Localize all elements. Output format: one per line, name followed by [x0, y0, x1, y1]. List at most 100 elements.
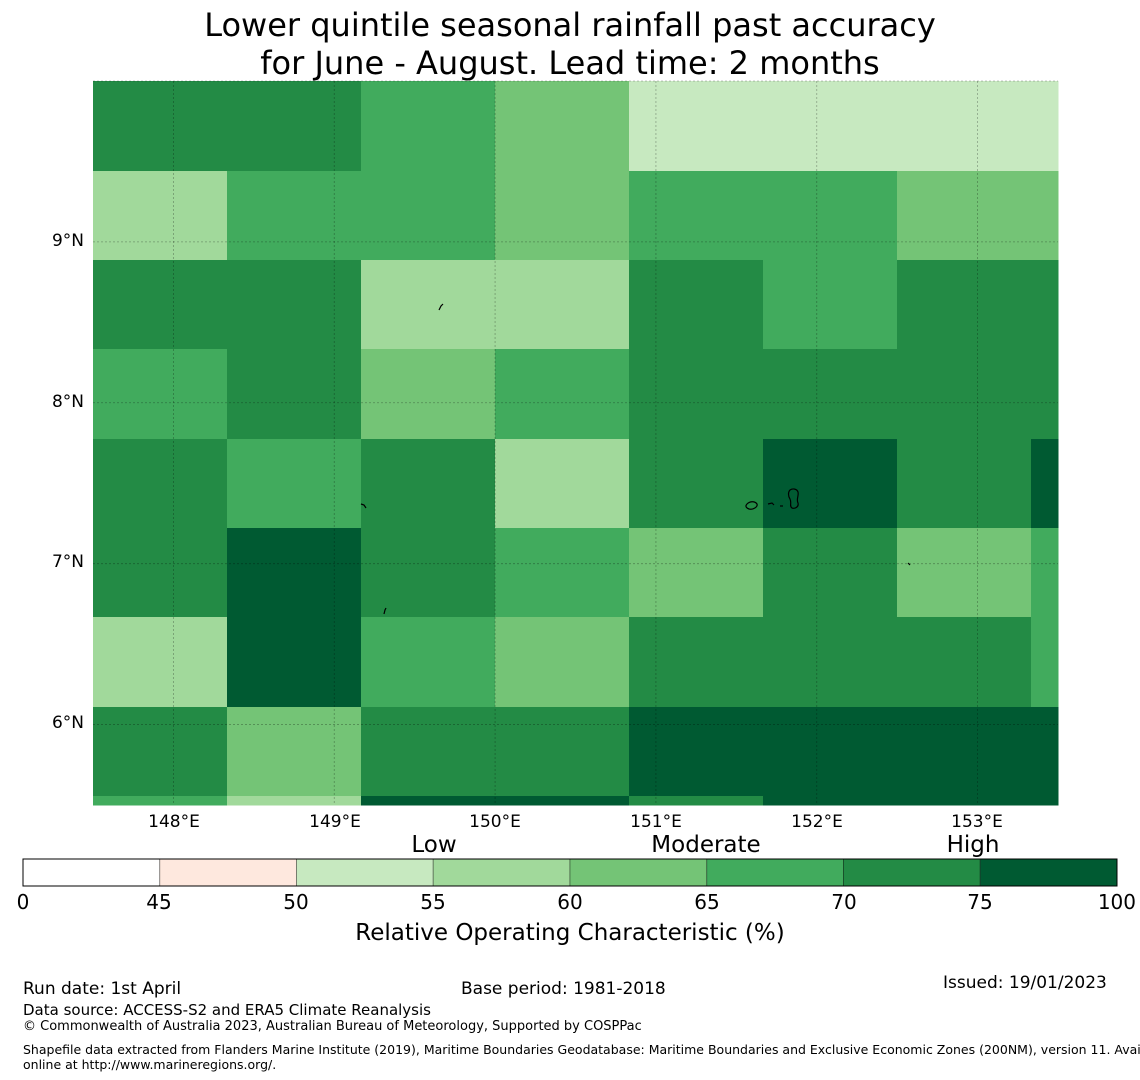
map-cell: [227, 617, 362, 708]
map-cell: [897, 349, 1032, 440]
lon-label: 151°E: [630, 812, 682, 832]
issued-date: Issued: 19/01/2023: [943, 973, 1107, 993]
map-cell: [227, 81, 362, 172]
map-cell: [763, 81, 898, 172]
map-cell: [1031, 81, 1059, 172]
map-cell: [1031, 707, 1059, 797]
shapefile-credit-line-2: online at http://www.marineregions.org/.: [23, 1057, 277, 1072]
title-line-1: Lower quintile seasonal rainfall past ac…: [204, 6, 936, 44]
map-cell: [361, 81, 496, 172]
map-cell: [361, 260, 496, 350]
map-cell: [629, 171, 764, 261]
map-cell: [93, 81, 228, 172]
colorbar-segment: [22, 858, 161, 887]
map-cell: [93, 617, 228, 708]
map-cell: [1031, 171, 1059, 261]
colorbar-tick-label: 55: [420, 890, 446, 914]
map-cell: [897, 707, 1032, 797]
map-cell: [361, 528, 496, 618]
copyright-notice: © Commonwealth of Australia 2023, Austra…: [23, 1019, 642, 1034]
island-outlines: [360, 303, 911, 615]
lat-label: 9°N: [51, 231, 84, 251]
category-high-label: High: [946, 832, 1000, 858]
map-cell: [361, 796, 496, 806]
map-cell: [1031, 260, 1059, 350]
map-cell: [1031, 349, 1059, 440]
map-cell: [227, 439, 362, 529]
map-cell: [93, 260, 228, 350]
map-cell: [227, 707, 362, 797]
lon-label: 150°E: [469, 812, 521, 832]
map-cell: [629, 81, 764, 172]
map-cell: [763, 260, 898, 350]
lat-label: 8°N: [51, 392, 84, 412]
island-outline: [745, 501, 758, 510]
map-cell: [763, 349, 898, 440]
map-cells: [93, 81, 1059, 806]
map-cell: [495, 81, 630, 172]
colorbar-segment: [569, 858, 708, 887]
island-outline: [767, 502, 775, 506]
island-outline: [360, 503, 367, 509]
map-cell: [763, 528, 898, 618]
lat-label: 7°N: [51, 552, 84, 572]
colorbar-tick-label: 0: [16, 890, 30, 914]
colorbar-tick-label: 50: [283, 890, 309, 914]
colorbar-tick-label: 45: [146, 890, 172, 914]
colorbar-segment: [296, 858, 434, 887]
map-cell: [1031, 528, 1059, 618]
map-cell: [763, 707, 898, 797]
map-cell: [227, 528, 362, 618]
map-cell: [897, 617, 1032, 708]
map-cell: [495, 528, 630, 618]
base-period: Base period: 1981-2018: [461, 979, 666, 999]
map-cell: [495, 707, 630, 797]
map-cell: [495, 349, 630, 440]
map-cell: [93, 528, 228, 618]
map-cell: [897, 439, 1032, 529]
map-cell: [227, 171, 362, 261]
map-cell: [897, 260, 1032, 350]
category-low-label: Low: [411, 832, 457, 858]
map-cell: [629, 617, 764, 708]
map-cell: [361, 707, 496, 797]
island-outline: [383, 607, 387, 615]
map-cell: [227, 260, 362, 350]
map-cell: [93, 439, 228, 529]
colorbar-segment: [979, 858, 1118, 887]
map-cell: [629, 528, 764, 618]
map-cell: [93, 171, 228, 261]
map-cell: [897, 81, 1032, 172]
lon-label: 149°E: [309, 812, 361, 832]
map-cell: [495, 171, 630, 261]
map-cell: [897, 171, 1032, 261]
map-cell: [629, 707, 764, 797]
title-line-2: for June - August. Lead time: 2 months: [260, 44, 880, 82]
map-cell: [495, 796, 630, 806]
map-gridlines: [93, 80, 1058, 805]
map-cell: [495, 439, 630, 529]
colorbar-tick-label: 100: [1097, 890, 1136, 914]
map-cell: [763, 796, 898, 806]
island-outline: [438, 303, 444, 311]
shapefile-credit-line-1: Shapefile data extracted from Flanders M…: [23, 1042, 1140, 1057]
lon-label: 152°E: [791, 812, 843, 832]
map-cell: [897, 528, 1032, 618]
lon-label: 153°E: [951, 812, 1003, 832]
map-cell: [93, 796, 228, 806]
map-cell: [1031, 617, 1059, 708]
lon-label: 148°E: [148, 812, 200, 832]
colorbar-segment: [706, 858, 844, 887]
map-cell: [227, 796, 362, 806]
island-outline: [787, 488, 799, 509]
map-cell: [495, 617, 630, 708]
data-source: Data source: ACCESS-S2 and ERA5 Climate …: [23, 1001, 431, 1019]
map-cell: [361, 439, 496, 529]
map-cell: [897, 796, 1032, 806]
map-cell: [93, 349, 228, 440]
map-cell: [361, 349, 496, 440]
colorbar-frame: [22, 858, 1118, 887]
colorbar-segment: [159, 858, 297, 887]
